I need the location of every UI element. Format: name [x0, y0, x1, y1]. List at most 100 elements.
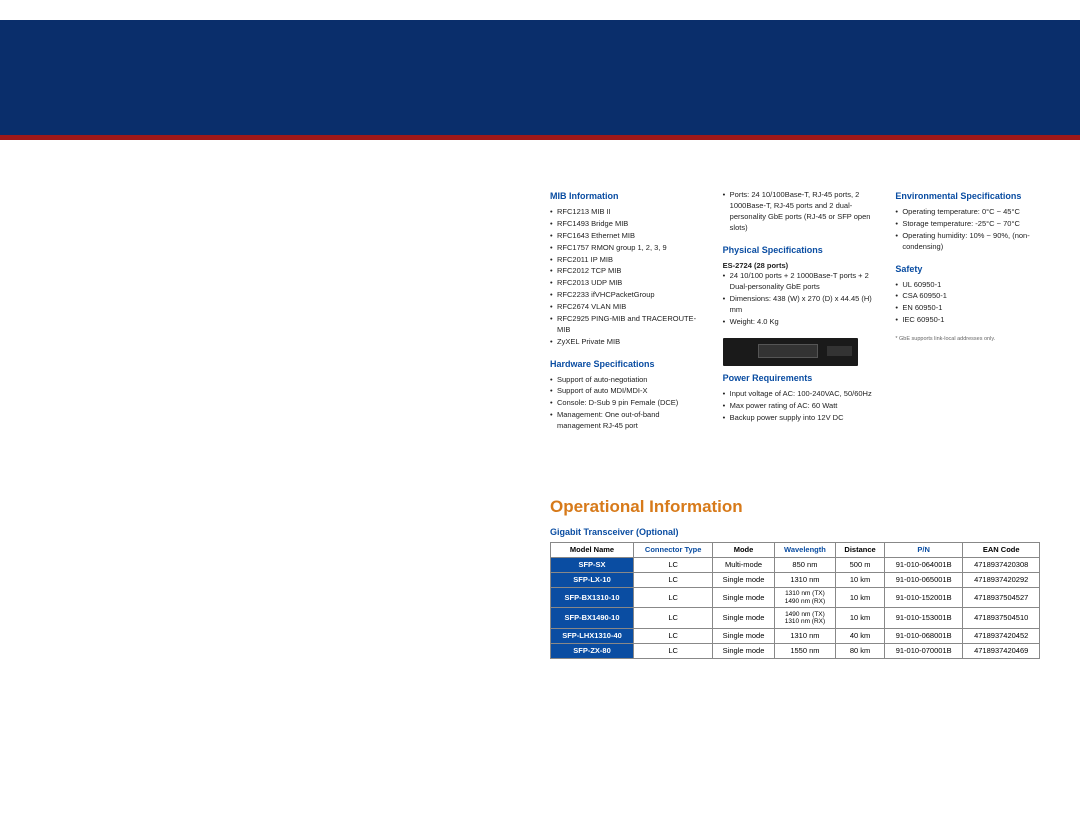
table-cell: 91-010-064001B [884, 557, 963, 572]
table-header: Mode [713, 542, 774, 557]
lead-list: Ports: 24 10/100Base-T, RJ-45 ports, 2 1… [723, 190, 878, 234]
table-cell: LC [634, 587, 713, 607]
list-item: RFC1643 Ethernet MIB [550, 231, 705, 242]
model-sub: ES-2724 (28 ports) [723, 261, 878, 272]
safety-list: UL 60950-1CSA 60950-1EN 60950-1IEC 60950… [895, 280, 1050, 327]
table-cell: 1490 nm (TX)1310 nm (RX) [774, 608, 835, 628]
table-header: Connector Type [634, 542, 713, 557]
footnote: * GbE supports link-local addresses only… [895, 336, 1050, 344]
list-item: Ports: 24 10/100Base-T, RJ-45 ports, 2 1… [723, 190, 878, 234]
table-cell: 91-010-153001B [884, 608, 963, 628]
table-row: SFP-BX1310-10LCSingle mode1310 nm (TX)14… [551, 587, 1040, 607]
list-item: Support of auto MDI/MDI-X [550, 386, 705, 397]
list-item: Management: One out-of-band management R… [550, 410, 705, 432]
list-item: RFC2925 PING-MIB and TRACEROUTE-MIB [550, 314, 705, 336]
table-cell: 500 m [836, 557, 885, 572]
table-cell: 850 nm [774, 557, 835, 572]
table-header: P/N [884, 542, 963, 557]
table-cell: 1310 nm (TX)1490 nm (RX) [774, 587, 835, 607]
device-image [723, 338, 858, 366]
list-item: Storage temperature: -25°C ~ 70°C [895, 219, 1050, 230]
safety-title: Safety [895, 263, 1050, 276]
table-row: SFP-LX-10LCSingle mode1310 nm10 km91-010… [551, 572, 1040, 587]
table-cell: 91-010-152001B [884, 587, 963, 607]
list-item: RFC1493 Bridge MIB [550, 219, 705, 230]
table-cell: 80 km [836, 643, 885, 658]
table-row: SFP-ZX-80LCSingle mode1550 nm80 km91-010… [551, 643, 1040, 658]
table-cell: SFP-BX1310-10 [551, 587, 634, 607]
table-cell: LC [634, 628, 713, 643]
table-cell: SFP-LHX1310-40 [551, 628, 634, 643]
column-2: Ports: 24 10/100Base-T, RJ-45 ports, 2 1… [723, 190, 878, 442]
list-item: RFC2013 UDP MIB [550, 278, 705, 289]
table-cell: SFP-LX-10 [551, 572, 634, 587]
hw-list: Support of auto-negotiationSupport of au… [550, 375, 705, 432]
content-area: MIB Information RFC1213 MIB IIRFC1493 Br… [0, 140, 1050, 659]
table-row: SFP-BX1490-10LCSingle mode1490 nm (TX)13… [551, 608, 1040, 628]
operational-title: Operational Information [550, 497, 1050, 517]
table-cell: 1310 nm [774, 628, 835, 643]
table-cell: 40 km [836, 628, 885, 643]
table-row: SFP-SXLCMulti-mode850 nm500 m91-010-0640… [551, 557, 1040, 572]
power-title: Power Requirements [723, 372, 878, 385]
list-item: 24 10/100 ports + 2 1000Base-T ports + 2… [723, 271, 878, 293]
table-cell: 91-010-065001B [884, 572, 963, 587]
table-cell: 10 km [836, 608, 885, 628]
list-item: RFC2012 TCP MIB [550, 266, 705, 277]
table-cell: LC [634, 643, 713, 658]
list-item: Max power rating of AC: 60 Watt [723, 401, 878, 412]
list-item: Console: D-Sub 9 pin Female (DCE) [550, 398, 705, 409]
list-item: Input voltage of AC: 100-240VAC, 50/60Hz [723, 389, 878, 400]
table-cell: 4718937504510 [963, 608, 1040, 628]
list-item: UL 60950-1 [895, 280, 1050, 291]
table-cell: Multi-mode [713, 557, 774, 572]
list-item: CSA 60950-1 [895, 291, 1050, 302]
table-cell: SFP-ZX-80 [551, 643, 634, 658]
list-item: RFC2233 ifVHCPacketGroup [550, 290, 705, 301]
table-header: Model Name [551, 542, 634, 557]
table-cell: 4718937504527 [963, 587, 1040, 607]
power-list: Input voltage of AC: 100-240VAC, 50/60Hz… [723, 389, 878, 424]
column-3: Environmental Specifications Operating t… [895, 190, 1050, 442]
list-item: Support of auto-negotiation [550, 375, 705, 386]
table-cell: Single mode [713, 643, 774, 658]
spec-columns: MIB Information RFC1213 MIB IIRFC1493 Br… [550, 190, 1050, 442]
table-cell: Single mode [713, 572, 774, 587]
table-cell: SFP-SX [551, 557, 634, 572]
table-cell: 10 km [836, 587, 885, 607]
list-item: RFC2011 IP MIB [550, 255, 705, 266]
phys-list: 24 10/100 ports + 2 1000Base-T ports + 2… [723, 271, 878, 327]
transceiver-table: Model NameConnector TypeModeWavelengthDi… [550, 542, 1040, 659]
list-item: EN 60950-1 [895, 303, 1050, 314]
table-header: Wavelength [774, 542, 835, 557]
table-cell: Single mode [713, 587, 774, 607]
list-item: ZyXEL Private MIB [550, 337, 705, 348]
table-cell: 4718937420292 [963, 572, 1040, 587]
table-header: Distance [836, 542, 885, 557]
mib-list: RFC1213 MIB IIRFC1493 Bridge MIBRFC1643 … [550, 207, 705, 348]
phys-title: Physical Specifications [723, 244, 878, 257]
table-cell: 4718937420469 [963, 643, 1040, 658]
list-item: Backup power supply into 12V DC [723, 413, 878, 424]
table-row: SFP-LHX1310-40LCSingle mode1310 nm40 km9… [551, 628, 1040, 643]
list-item: RFC2674 VLAN MIB [550, 302, 705, 313]
list-item: Dimensions: 438 (W) x 270 (D) x 44.45 (H… [723, 294, 878, 316]
list-item: Operating temperature: 0°C ~ 45°C [895, 207, 1050, 218]
table-cell: 10 km [836, 572, 885, 587]
list-item: RFC1757 RMON group 1, 2, 3, 9 [550, 243, 705, 254]
transceiver-subtitle: Gigabit Transceiver (Optional) [550, 527, 1050, 537]
table-cell: 1550 nm [774, 643, 835, 658]
table-body: SFP-SXLCMulti-mode850 nm500 m91-010-0640… [551, 557, 1040, 658]
table-cell: LC [634, 557, 713, 572]
table-cell: 91-010-068001B [884, 628, 963, 643]
table-cell: Single mode [713, 608, 774, 628]
table-cell: 1310 nm [774, 572, 835, 587]
list-item: Operating humidity: 10% ~ 90%, (non-cond… [895, 231, 1050, 253]
list-item: Weight: 4.0 Kg [723, 317, 878, 328]
table-cell: 4718937420308 [963, 557, 1040, 572]
table-cell: Single mode [713, 628, 774, 643]
hw-title: Hardware Specifications [550, 358, 705, 371]
env-list: Operating temperature: 0°C ~ 45°CStorage… [895, 207, 1050, 253]
env-title: Environmental Specifications [895, 190, 1050, 203]
column-1: MIB Information RFC1213 MIB IIRFC1493 Br… [550, 190, 705, 442]
